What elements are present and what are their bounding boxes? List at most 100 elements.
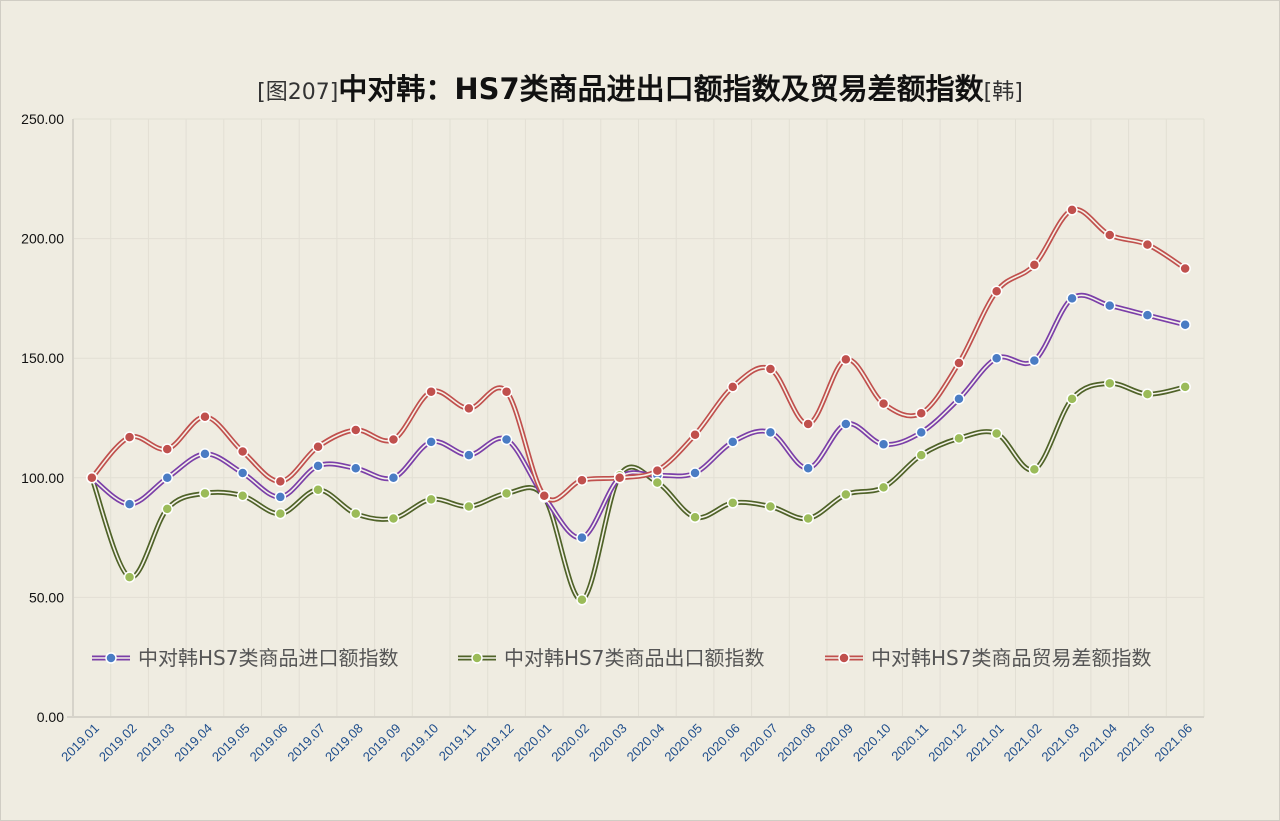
data-point-0 — [915, 426, 927, 439]
data-point-1 — [312, 484, 324, 496]
x-tick-label: 2020.01 — [511, 721, 555, 765]
legend-marker — [471, 652, 483, 664]
data-point-2 — [1104, 229, 1116, 241]
data-point-1 — [1104, 377, 1116, 390]
data-point-1 — [350, 507, 362, 520]
data-point-0 — [1179, 318, 1191, 331]
data-point-1 — [1179, 381, 1191, 393]
legend-marker — [105, 652, 117, 664]
data-point-2 — [161, 443, 173, 455]
data-point-2 — [576, 474, 588, 486]
x-tick-label: 2019.08 — [322, 721, 366, 765]
title-prefix: [图207] — [257, 80, 339, 105]
data-point-0 — [1104, 299, 1116, 312]
data-point-1 — [199, 487, 211, 500]
x-tick-label: 2020.11 — [888, 721, 931, 764]
x-tick-label: 2019.03 — [134, 721, 178, 765]
y-tick-label: 100.00 — [21, 470, 64, 486]
title-main: 中对韩：HS7类商品进出口额指数及贸易差额指数 — [338, 72, 984, 106]
data-point-1 — [274, 507, 287, 520]
data-point-2 — [538, 489, 550, 502]
data-point-0 — [1066, 292, 1078, 305]
data-point-0 — [877, 438, 890, 451]
x-tick-label: 2020.09 — [812, 721, 856, 765]
x-tick-label: 2019.02 — [96, 721, 140, 765]
data-point-2 — [727, 381, 739, 393]
data-point-1 — [764, 500, 777, 513]
data-point-1 — [123, 571, 136, 583]
data-point-0 — [689, 467, 701, 479]
data-point-2 — [1028, 259, 1041, 271]
data-point-2 — [350, 424, 362, 436]
x-tick-label: 2019.12 — [473, 721, 517, 765]
y-tick-label: 0.00 — [37, 709, 64, 725]
x-tick-label: 2020.10 — [850, 721, 894, 765]
data-point-2 — [387, 433, 400, 446]
legend-marker — [838, 652, 850, 664]
y-tick-label: 150.00 — [21, 350, 64, 366]
data-point-2 — [877, 397, 890, 410]
data-point-2 — [463, 402, 475, 415]
x-tick-label: 2020.06 — [699, 721, 743, 765]
data-point-2 — [86, 472, 98, 484]
y-tick-label: 50.00 — [29, 589, 64, 605]
chart-title: [图207]中对韩：HS7类商品进出口额指数及贸易差额指数[韩] — [0, 66, 1280, 108]
data-point-1 — [651, 476, 664, 489]
legend-label: 中对韩HS7类商品贸易差额指数 — [871, 646, 1151, 670]
data-point-2 — [915, 407, 927, 419]
title-suffix: [韩] — [983, 80, 1023, 105]
x-tick-label: 2020.02 — [548, 721, 592, 765]
data-point-2 — [1066, 204, 1078, 216]
x-tick-label: 2020.07 — [737, 721, 781, 765]
x-tick-label: 2019.05 — [209, 721, 253, 765]
data-point-1 — [990, 427, 1003, 440]
data-point-2 — [689, 428, 701, 441]
data-point-1 — [236, 489, 249, 502]
data-point-0 — [1141, 309, 1154, 321]
data-point-1 — [877, 481, 890, 494]
data-point-0 — [199, 448, 211, 460]
x-tick-label: 2020.04 — [624, 721, 668, 765]
data-point-1 — [689, 511, 701, 524]
x-tick-label: 2021.04 — [1076, 721, 1120, 765]
data-point-2 — [274, 475, 287, 488]
data-point-1 — [1141, 388, 1154, 400]
data-point-2 — [236, 445, 249, 458]
x-tick-label: 2019.11 — [436, 721, 479, 764]
data-point-0 — [576, 531, 588, 544]
data-point-0 — [387, 472, 400, 484]
x-tick-label: 2021.03 — [1038, 721, 1082, 765]
data-point-2 — [651, 464, 664, 477]
x-tick-label: 2021.01 — [963, 721, 1007, 765]
x-tick-label: 2021.05 — [1114, 721, 1158, 765]
data-point-0 — [1028, 354, 1041, 367]
data-point-1 — [425, 493, 437, 506]
data-point-1 — [802, 512, 814, 525]
data-point-1 — [1028, 463, 1041, 476]
data-point-0 — [463, 449, 475, 461]
data-point-1 — [915, 449, 927, 461]
data-point-0 — [161, 472, 173, 484]
data-point-0 — [274, 491, 287, 503]
x-tick-label: 2019.09 — [360, 721, 404, 765]
x-tick-label: 2019.10 — [397, 721, 441, 765]
x-tick-label: 2020.03 — [586, 721, 630, 765]
x-tick-label: 2021.02 — [1001, 721, 1045, 765]
x-tick-label: 2019.06 — [247, 721, 291, 765]
data-point-0 — [840, 418, 852, 430]
x-tick-label: 2019.01 — [58, 721, 102, 765]
data-point-1 — [953, 432, 965, 445]
data-point-2 — [312, 440, 324, 453]
data-point-2 — [840, 353, 852, 366]
data-point-2 — [1141, 238, 1154, 251]
x-tick-label: 2020.05 — [661, 721, 705, 765]
data-point-1 — [161, 503, 173, 515]
x-tick-label: 2020.12 — [925, 721, 969, 765]
data-point-2 — [123, 431, 136, 443]
data-point-0 — [953, 393, 965, 405]
data-point-2 — [500, 385, 513, 398]
data-point-2 — [764, 363, 777, 375]
data-point-0 — [425, 436, 437, 448]
data-point-0 — [350, 462, 362, 474]
